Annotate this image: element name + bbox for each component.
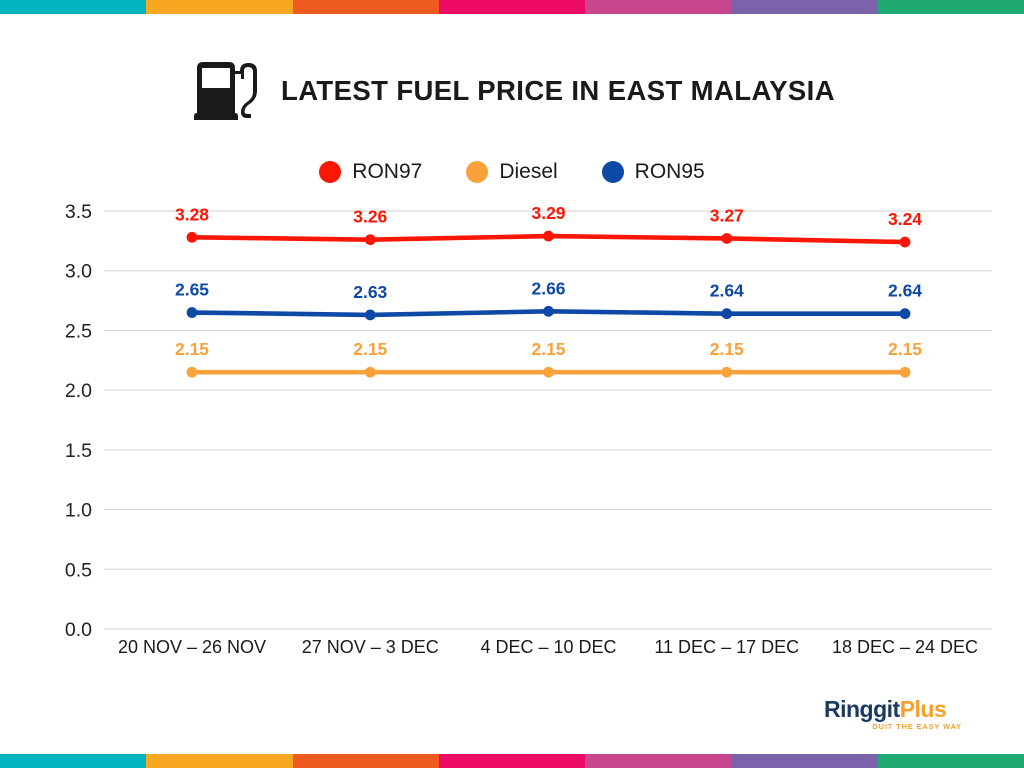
color-bar-segment-pink [438,754,586,768]
color-bar-segment-purple [731,0,878,14]
legend-item-ron95[interactable]: RON95 [601,160,705,184]
x-axis-tick-label: 18 DEC – 24 DEC [832,637,978,657]
logo-tagline: DUIT THE EASY WAY [872,722,962,731]
legend-marker-icon [319,161,342,183]
data-point-ron97[interactable] [899,236,911,248]
page-title: LATEST FUEL PRICE IN EAST MALAYSIA [281,75,835,106]
data-label-ron95: 2.64 [888,281,922,301]
data-point-diesel[interactable] [721,366,733,378]
color-bar-segment-amber [146,0,293,14]
data-point-ron95[interactable] [543,305,554,317]
legend-marker-icon [466,161,489,183]
color-bar-segment-teal [0,0,147,14]
ringgitplus-logo[interactable]: RinggitPlus DUIT THE EASY WAY [824,698,964,732]
chart-legend: RON97 Diesel RON95 [0,160,1024,184]
data-label-diesel: 2.15 [353,339,387,359]
legend-item-diesel[interactable]: Diesel [466,160,558,184]
data-label-ron95: 2.65 [175,280,209,300]
data-label-ron97: 3.29 [531,203,565,223]
y-axis-tick-label: 2.0 [65,380,92,402]
data-point-ron95[interactable] [186,307,198,318]
data-point-diesel[interactable] [364,366,376,378]
y-axis-tick-label: 1.5 [65,440,92,462]
x-axis-tick-label: 11 DEC – 17 DEC [654,637,799,657]
color-bar-segment-orange [292,0,439,14]
logo-plus-text: Plus [899,696,947,722]
data-label-ron95: 2.66 [531,278,565,298]
x-axis-tick-label: 4 DEC – 10 DEC [480,637,616,657]
color-bar-segment-amber [146,754,293,768]
color-bar-segment-green [877,0,1024,14]
y-axis-tick-label: 3.0 [65,261,92,283]
data-label-ron95: 2.63 [353,282,387,302]
data-label-diesel: 2.15 [531,339,565,359]
data-label-ron95: 2.64 [710,281,744,301]
data-label-ron97: 3.27 [710,205,744,225]
y-axis-tick-label: 0.0 [65,619,92,641]
data-point-ron95[interactable] [899,308,911,320]
y-axis-tick-label: 0.5 [65,559,92,581]
data-label-ron97: 3.26 [353,207,387,227]
data-point-ron95[interactable] [721,308,733,320]
data-point-ron97[interactable] [721,233,733,244]
data-point-diesel[interactable] [899,366,911,378]
legend-label: Diesel [499,160,558,183]
color-bar-segment-teal [0,754,147,768]
bottom-color-bar [0,754,1024,768]
logo-ringgit-text: Ringgit [824,696,900,722]
y-axis-tick-label: 1.0 [65,500,92,522]
color-bar-segment-purple [731,754,878,768]
y-axis-tick-label: 3.5 [65,201,92,223]
data-point-ron95[interactable] [364,309,376,321]
color-bar-segment-green [877,754,1024,768]
x-axis-tick-label: 27 NOV – 3 DEC [302,637,439,657]
color-bar-segment-orange [292,754,439,768]
data-label-diesel: 2.15 [888,339,922,359]
top-color-bar [0,0,1024,14]
legend-item-ron97[interactable]: RON97 [319,160,422,184]
data-point-ron97[interactable] [543,230,554,242]
legend-label: RON95 [634,160,705,183]
logo-wordmark: RinggitPlus [824,698,964,721]
legend-marker-icon [601,161,624,183]
color-bar-segment-magenta [585,754,732,768]
x-axis-tick-label: 20 NOV – 26 NOV [118,637,266,657]
data-point-ron97[interactable] [364,234,376,246]
page-header: LATEST FUEL PRICE IN EAST MALAYSIA [0,55,1024,127]
data-label-ron97: 3.28 [175,204,209,224]
data-label-diesel: 2.15 [175,339,209,359]
data-point-diesel[interactable] [186,366,198,378]
y-axis-tick-label: 2.5 [65,320,92,342]
legend-label: RON97 [352,160,423,183]
color-bar-segment-magenta [585,0,732,14]
data-label-ron97: 3.24 [888,209,922,229]
data-point-ron97[interactable] [186,231,198,243]
data-point-diesel[interactable] [543,366,554,378]
color-bar-segment-pink [438,0,586,14]
data-label-diesel: 2.15 [710,339,744,359]
fuel-pump-icon [194,62,257,120]
